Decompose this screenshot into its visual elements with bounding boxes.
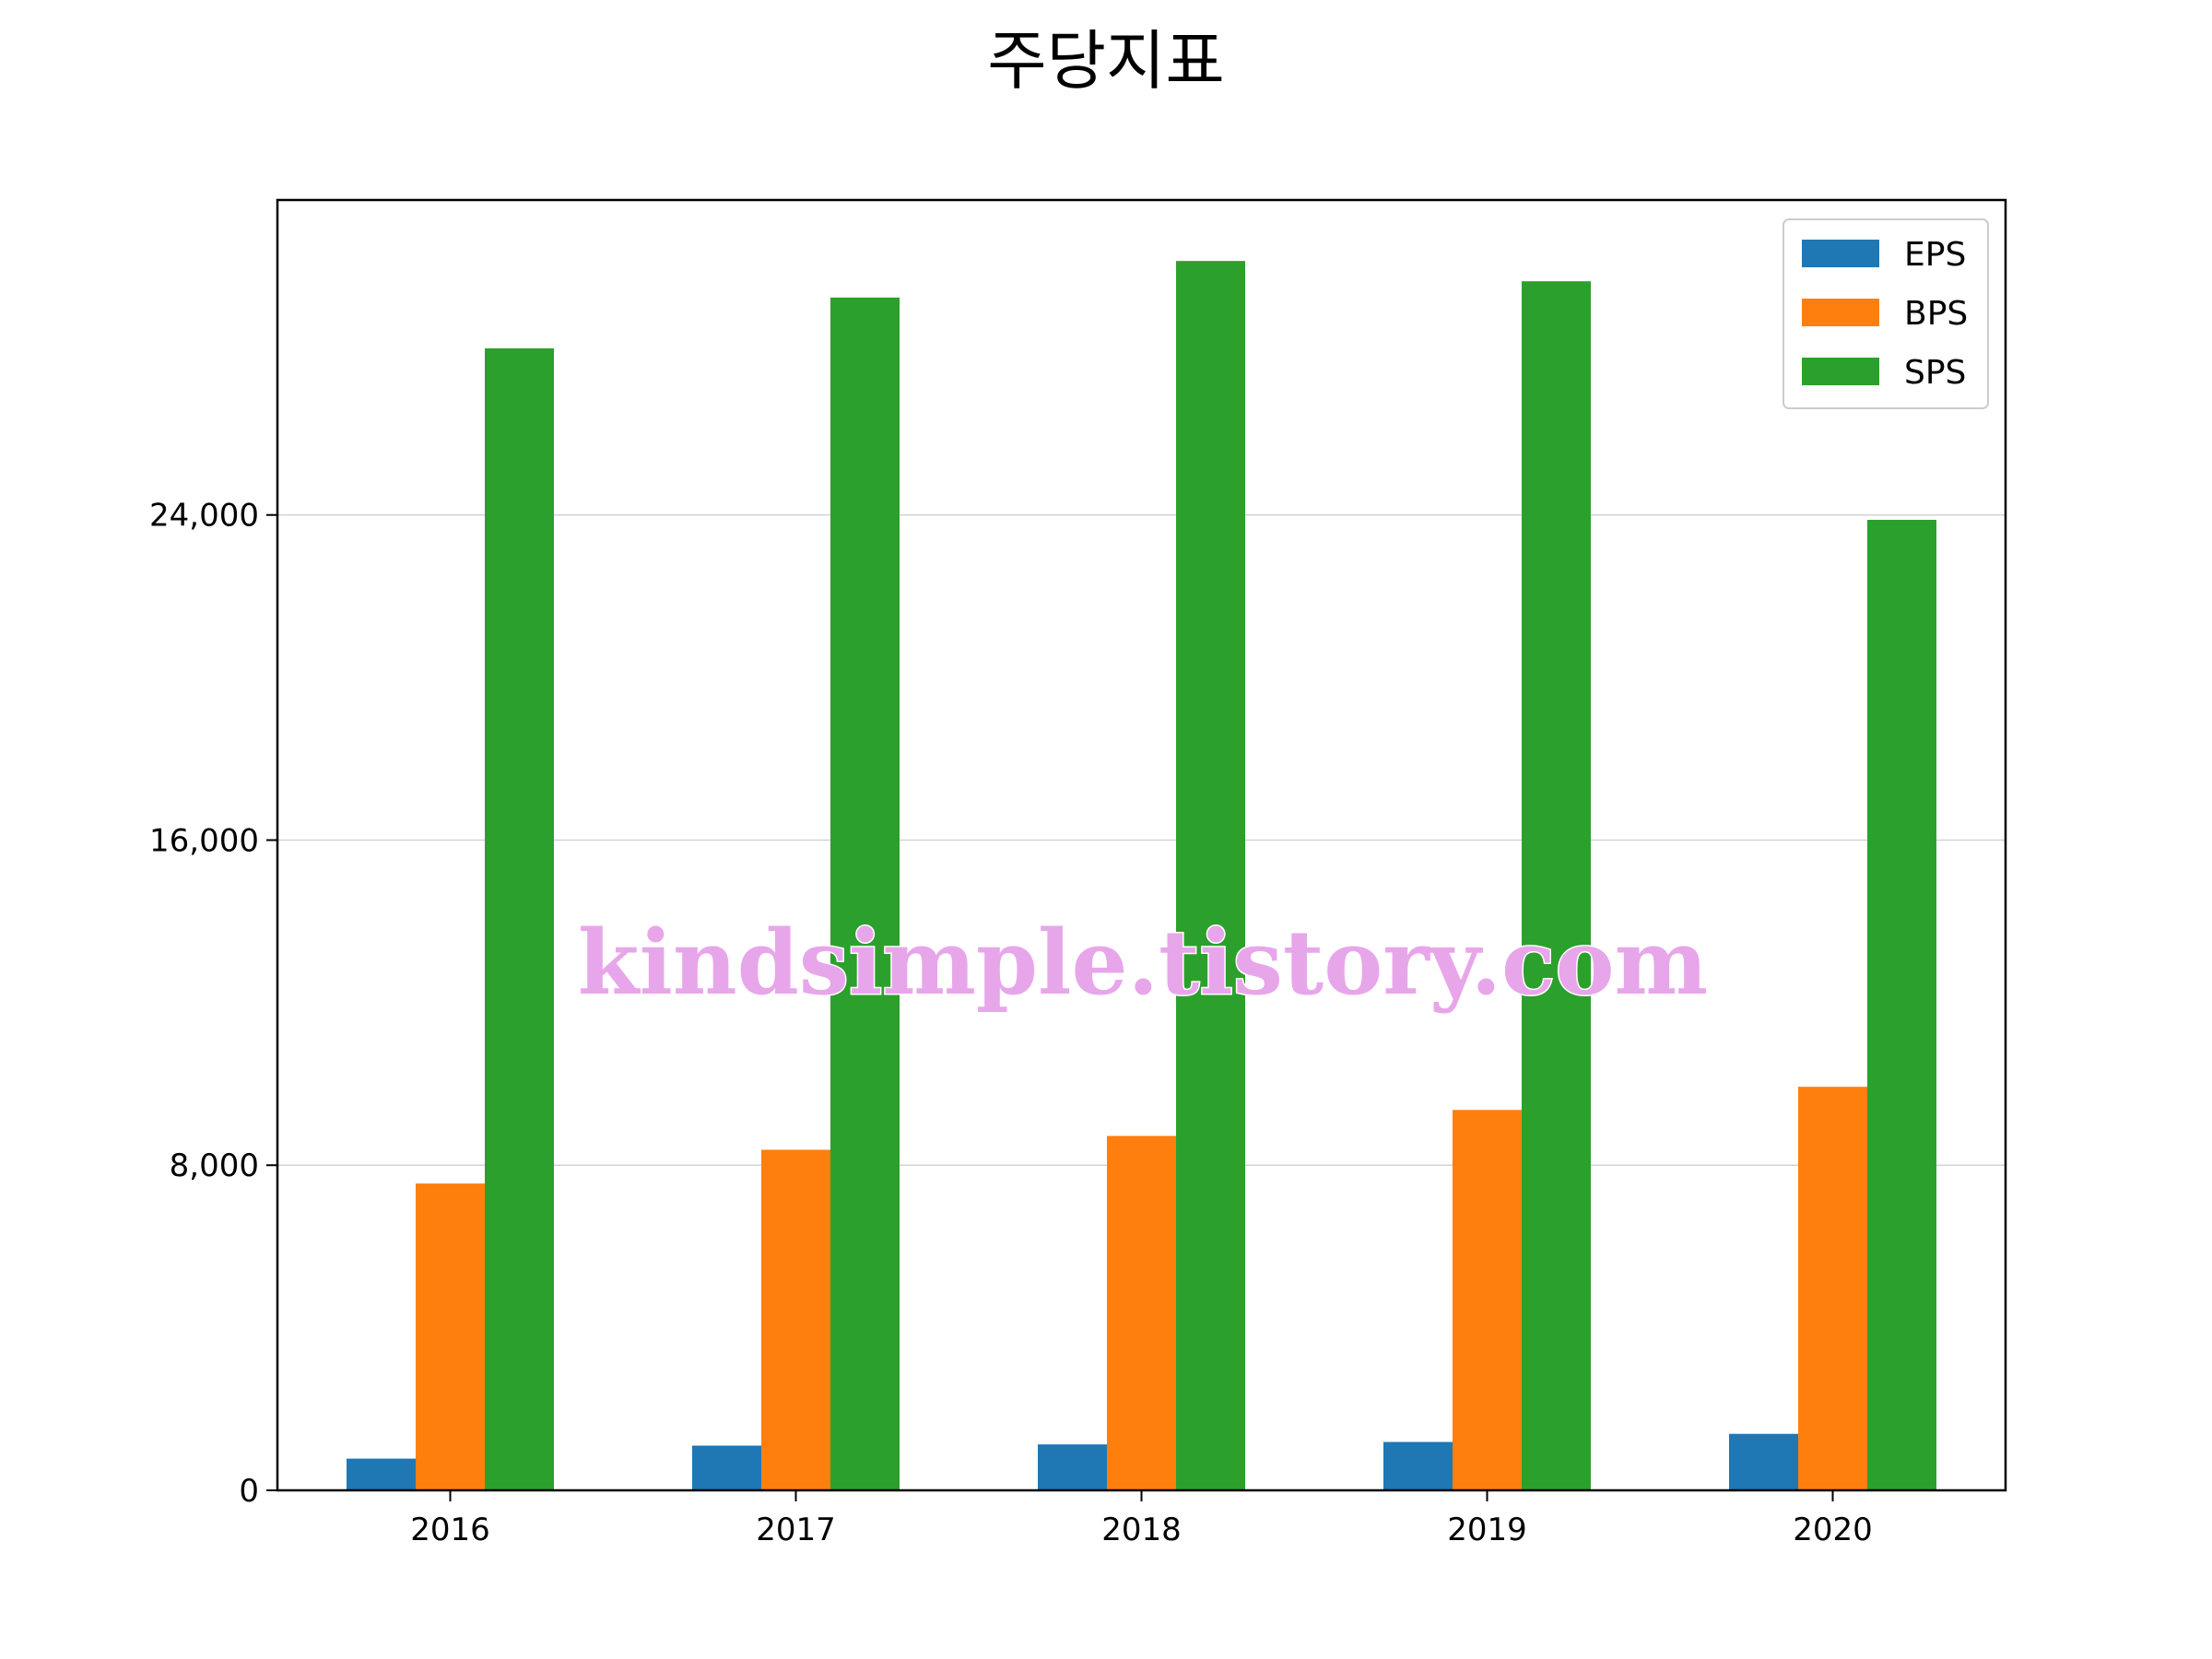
bar-sps-2018 <box>1176 261 1245 1490</box>
x-tick-label: 2020 <box>1793 1512 1873 1548</box>
legend-label-bps: BPS <box>1904 295 1968 333</box>
bar-sps-2017 <box>830 297 900 1490</box>
y-tick-label: 24,000 <box>149 498 259 535</box>
y-tick-label: 16,000 <box>149 822 259 859</box>
bar-eps-2019 <box>1383 1441 1453 1490</box>
x-tick-label: 2016 <box>410 1512 490 1548</box>
bar-eps-2017 <box>692 1445 761 1490</box>
bar-eps-2018 <box>1038 1444 1107 1490</box>
x-tick-label: 2017 <box>756 1512 836 1548</box>
bar-bps-2019 <box>1453 1110 1522 1490</box>
bar-bps-2017 <box>761 1149 830 1490</box>
legend-swatch-eps <box>1802 240 1879 267</box>
y-tick-label: 0 <box>239 1473 259 1510</box>
bar-sps-2019 <box>1522 281 1591 1490</box>
bar-sps-2020 <box>1867 520 1936 1490</box>
bar-sps-2016 <box>485 347 554 1491</box>
legend-label-eps: EPS <box>1904 236 1966 274</box>
bar-bps-2018 <box>1107 1135 1176 1490</box>
watermark-text: kindsimple.tistory.com <box>578 911 1708 1015</box>
bar-bps-2016 <box>416 1183 485 1490</box>
bar-bps-2020 <box>1798 1087 1867 1490</box>
bar-eps-2020 <box>1729 1433 1798 1490</box>
legend-label-sps: SPS <box>1904 354 1966 392</box>
bar-series <box>347 261 1936 1491</box>
x-tick-label: 2019 <box>1447 1512 1527 1548</box>
legend-swatch-bps <box>1802 299 1879 326</box>
chart-title: 주당지표 <box>987 23 1225 99</box>
x-axis-ticks: 2016 2017 2018 2019 2020 <box>410 1490 1873 1548</box>
y-axis-ticks: 0 8,000 16,000 24,000 <box>149 498 277 1510</box>
x-tick-label: 2018 <box>1101 1512 1182 1548</box>
legend-swatch-sps <box>1802 358 1879 385</box>
y-tick-label: 8,000 <box>170 1147 259 1184</box>
bar-eps-2016 <box>347 1458 416 1490</box>
legend: EPS BPS SPS <box>1783 218 1989 409</box>
